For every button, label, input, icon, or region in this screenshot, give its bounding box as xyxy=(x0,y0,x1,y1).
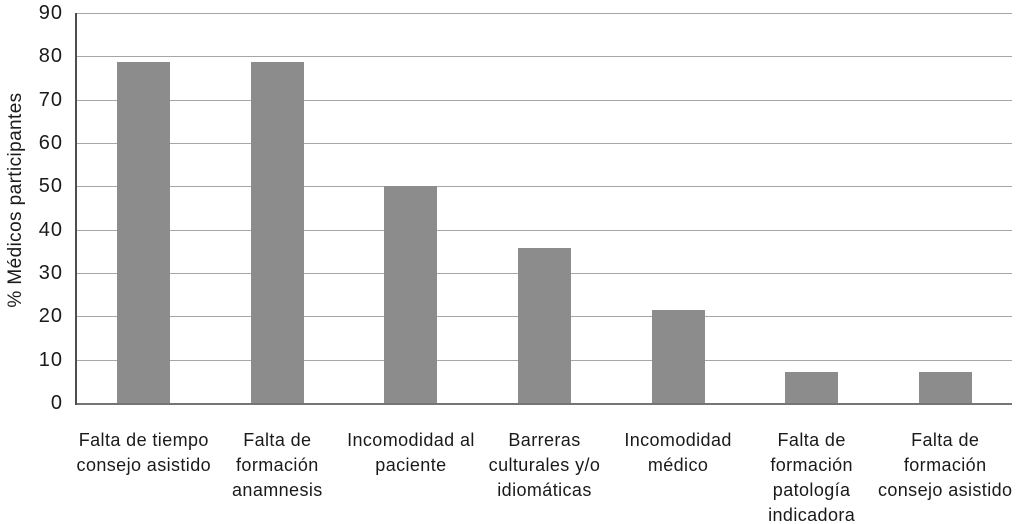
gridline xyxy=(77,99,1012,101)
category-label: Falta de formación patología indicadora xyxy=(768,430,856,524)
y-axis-line xyxy=(75,13,77,405)
y-tick-label: 40 xyxy=(38,218,63,241)
gridline xyxy=(77,13,1012,14)
category-label: Falta de formación consejo asistido xyxy=(877,430,1013,500)
y-axis-tick-labels: 0 10 20 30 40 50 60 70 80 90 xyxy=(0,3,77,413)
bar xyxy=(384,186,438,403)
gridline xyxy=(77,143,1012,144)
bar xyxy=(785,372,839,403)
y-tick-label: 50 xyxy=(38,175,63,198)
category-label: Incomodidad al paciente xyxy=(347,430,475,475)
gridline xyxy=(77,56,1012,58)
category-label: Incomodidad médico xyxy=(624,430,732,475)
category-label: Falta de tiempo consejo asistido xyxy=(76,430,212,475)
y-tick-label: 80 xyxy=(38,45,63,68)
y-tick-label: 10 xyxy=(38,348,63,371)
gridline xyxy=(77,229,1012,231)
category-label: Falta de formación anamnesis xyxy=(232,430,323,500)
y-tick-label: 90 xyxy=(38,2,63,24)
x-axis-line xyxy=(77,403,1012,405)
bar xyxy=(918,372,972,403)
plot-area xyxy=(75,13,1012,405)
x-axis-category-labels: Falta de tiempo consejo asistido Falta de… xyxy=(77,428,1012,524)
category-label: Barreras culturales y/o idiomáticas xyxy=(488,430,601,500)
bar xyxy=(518,248,571,403)
y-tick-label: 20 xyxy=(38,305,63,328)
y-tick-label: 30 xyxy=(38,262,63,284)
bar xyxy=(250,62,304,403)
y-tick-label: 0 xyxy=(50,392,63,414)
bar xyxy=(651,310,705,403)
y-tick-label: 60 xyxy=(38,132,63,154)
y-tick-label: 70 xyxy=(38,88,63,111)
bar xyxy=(117,62,171,403)
gridline xyxy=(77,186,1012,188)
